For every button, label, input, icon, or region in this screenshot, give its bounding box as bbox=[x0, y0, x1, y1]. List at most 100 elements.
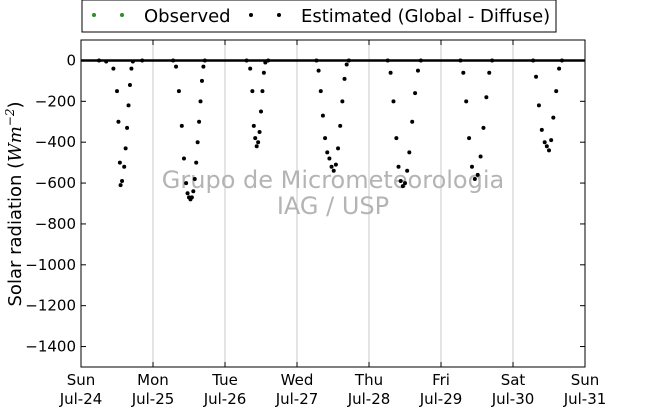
point-s1-54 bbox=[327, 156, 332, 161]
point-s1-66 bbox=[391, 99, 396, 104]
point-s1-49 bbox=[316, 68, 321, 73]
point-s1-86 bbox=[481, 125, 486, 130]
point-s1-77 bbox=[418, 58, 423, 63]
point-s1-27 bbox=[192, 176, 197, 181]
point-s1-11 bbox=[126, 103, 131, 108]
legend: Observed Estimated (Global - Diffuse) bbox=[81, 0, 557, 33]
point-s1-30 bbox=[197, 119, 202, 124]
legend-marker-1-b bbox=[277, 13, 281, 17]
point-s1-89 bbox=[490, 58, 495, 63]
y-axis-label: Solar radiation (Wm−2) bbox=[3, 101, 26, 306]
point-s1-87 bbox=[484, 95, 489, 100]
xtick-date-6: Jul-30 bbox=[491, 390, 535, 408]
point-s1-64 bbox=[385, 58, 390, 63]
ytick-label-2: −400 bbox=[35, 133, 76, 151]
point-s1-14 bbox=[130, 59, 135, 64]
point-s1-33 bbox=[201, 64, 206, 69]
point-s1-20 bbox=[181, 156, 186, 161]
point-s1-56 bbox=[331, 168, 336, 173]
point-s1-9 bbox=[123, 146, 128, 151]
point-s1-47 bbox=[266, 58, 271, 63]
point-s1-100 bbox=[557, 66, 562, 71]
legend-marker-0-b bbox=[120, 13, 124, 17]
ytick-label-7: −1400 bbox=[25, 338, 76, 356]
plot-frame bbox=[80, 39, 586, 368]
point-s1-43 bbox=[259, 109, 263, 114]
point-s1-0 bbox=[97, 58, 101, 63]
point-s1-22 bbox=[185, 191, 190, 196]
legend-marker-0-a bbox=[92, 13, 96, 17]
point-s1-61 bbox=[342, 76, 347, 81]
point-s1-17 bbox=[174, 64, 179, 69]
ytick-label-1: −200 bbox=[35, 92, 76, 110]
point-s1-69 bbox=[398, 179, 403, 184]
point-s1-85 bbox=[478, 154, 483, 159]
point-s1-84 bbox=[475, 172, 480, 177]
y-axis-label-exp: −2 bbox=[3, 109, 17, 127]
ytick-label-5: −1000 bbox=[25, 256, 76, 274]
point-s1-95 bbox=[544, 144, 549, 149]
point-s1-93 bbox=[539, 127, 544, 132]
xtick-date-0: Jul-24 bbox=[59, 390, 103, 408]
point-s1-68 bbox=[396, 164, 401, 169]
point-s1-46 bbox=[263, 60, 268, 65]
point-s1-79 bbox=[461, 70, 466, 75]
point-s1-94 bbox=[542, 140, 547, 145]
point-s1-82 bbox=[469, 164, 474, 169]
point-s1-90 bbox=[531, 58, 536, 63]
point-s1-21 bbox=[184, 181, 189, 186]
xtick-day-4: Thu bbox=[354, 371, 383, 389]
point-s1-4 bbox=[116, 119, 121, 124]
xtick-date-4: Jul-28 bbox=[347, 390, 391, 408]
point-s1-38 bbox=[251, 123, 256, 128]
data-points bbox=[97, 58, 564, 202]
xtick-day-7: Sun bbox=[571, 371, 600, 389]
xtick-day-1: Mon bbox=[137, 371, 169, 389]
point-s1-73 bbox=[407, 150, 412, 155]
point-s1-39 bbox=[253, 136, 258, 141]
point-s1-59 bbox=[338, 123, 343, 128]
ytick-label-3: −600 bbox=[35, 174, 76, 192]
point-s1-50 bbox=[318, 89, 323, 94]
point-s1-80 bbox=[464, 99, 469, 104]
y-axis-label-close: ) bbox=[5, 101, 26, 108]
legend-marker-1-a bbox=[249, 13, 253, 17]
legend-label-1: Estimated (Global - Diffuse) bbox=[301, 6, 550, 27]
x-axis: SunJul-24MonJul-25TueJul-26WedJul-27ThuJ… bbox=[59, 40, 607, 408]
point-s1-40 bbox=[254, 144, 259, 149]
point-s1-63 bbox=[346, 58, 351, 63]
legend-label-0: Observed bbox=[144, 6, 231, 27]
y-axis-label-text: Solar radiation ( bbox=[5, 162, 26, 307]
ytick-label-6: −1200 bbox=[25, 297, 76, 315]
point-s1-13 bbox=[129, 66, 134, 71]
point-s1-57 bbox=[333, 162, 338, 167]
point-s1-71 bbox=[403, 181, 407, 186]
point-s1-8 bbox=[122, 164, 127, 169]
point-s1-5 bbox=[117, 160, 122, 165]
point-s1-60 bbox=[340, 99, 345, 104]
point-s1-101 bbox=[559, 58, 564, 63]
point-s1-18 bbox=[176, 89, 181, 94]
point-s1-58 bbox=[336, 146, 341, 151]
point-s1-88 bbox=[487, 70, 492, 75]
point-s1-15 bbox=[140, 58, 145, 63]
point-s1-53 bbox=[325, 150, 330, 155]
point-s1-75 bbox=[413, 91, 418, 96]
xtick-date-7: Jul-31 bbox=[563, 390, 607, 408]
xtick-day-3: Wed bbox=[281, 371, 314, 389]
point-s1-67 bbox=[394, 136, 399, 141]
point-s1-10 bbox=[125, 125, 130, 130]
point-s1-99 bbox=[554, 89, 559, 94]
watermark-line-2: IAG / USP bbox=[277, 192, 389, 220]
point-s1-96 bbox=[547, 148, 551, 153]
point-s1-81 bbox=[467, 136, 472, 141]
point-s1-25 bbox=[189, 195, 194, 200]
point-s1-91 bbox=[534, 74, 539, 79]
point-s1-6 bbox=[118, 183, 123, 188]
xtick-day-5: Fri bbox=[432, 371, 450, 389]
xtick-date-3: Jul-27 bbox=[275, 390, 319, 408]
xtick-day-0: Sun bbox=[67, 371, 96, 389]
point-s1-76 bbox=[415, 68, 420, 73]
point-s1-34 bbox=[202, 58, 207, 63]
point-s1-19 bbox=[179, 123, 184, 128]
